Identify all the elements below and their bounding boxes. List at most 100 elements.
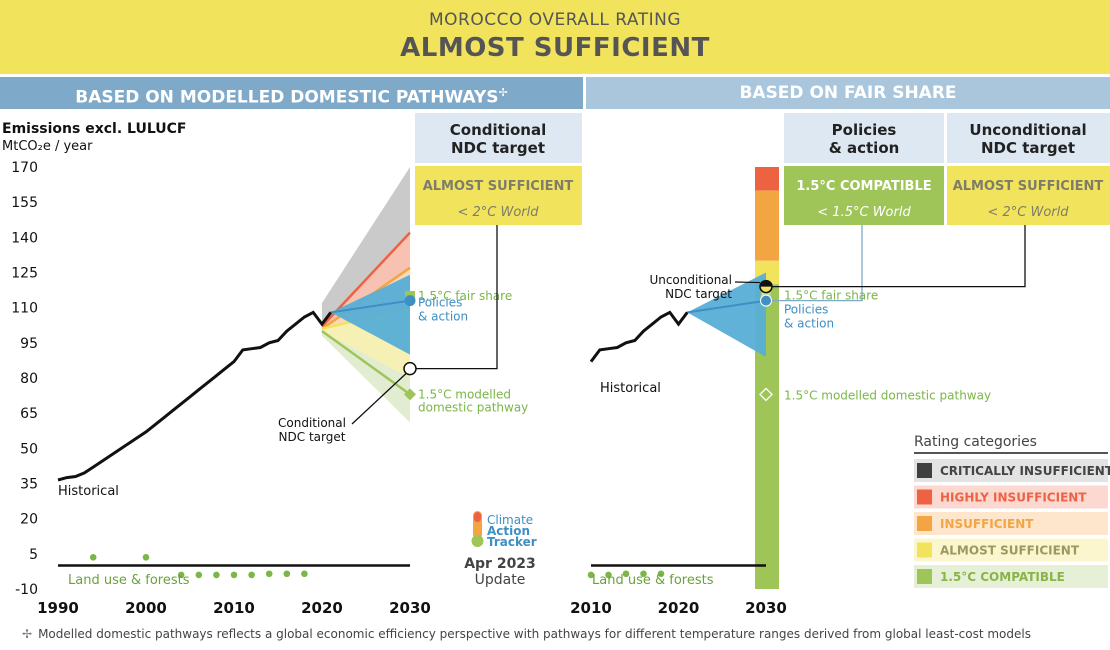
unconditional-ndc-box: Unconditional NDC target ALMOST SUFFICIE…	[947, 113, 1110, 225]
critically-insufficient-band	[322, 167, 410, 327]
footnote-text: Modelled domestic pathways reflects a gl…	[38, 627, 1031, 641]
legend-label: 1.5°C COMPATIBLE	[940, 570, 1065, 584]
overall-rating-banner: MOROCCO OVERALL RATING ALMOST SUFFICIENT	[0, 0, 1110, 74]
conditional-label-connector	[351, 373, 407, 425]
legend-title: Rating categories	[914, 434, 1037, 450]
historical-label: Historical	[600, 381, 661, 396]
historical-label: Historical	[58, 484, 119, 499]
thermometer-bulb-icon	[471, 535, 484, 547]
unconditional-box-world: < 2°C World	[987, 205, 1069, 220]
compatible-band	[322, 331, 410, 423]
fair-share-label: 1.5°C fair share	[418, 289, 512, 303]
conditional-ndc-box: Conditional NDC target ALMOST SUFFICIENT…	[415, 113, 582, 225]
x-tick-label: 2020	[658, 599, 700, 617]
legend-row	[914, 538, 1108, 562]
y-axis-label-1: Emissions excl. LULUCF	[2, 121, 186, 137]
update-label: Update	[475, 572, 526, 588]
policies-box-world: < 1.5°C World	[817, 205, 911, 220]
policies-label-2: & action	[418, 310, 468, 324]
footnote-mark: ✢	[22, 627, 33, 641]
conditional-ndc-label-1: Conditional	[278, 416, 346, 430]
policies-range	[687, 272, 766, 357]
section-header-mark: ✢	[498, 86, 508, 99]
policies-label-2: & action	[784, 317, 834, 331]
land-use-point	[89, 554, 97, 561]
conditional-ndc-marker	[403, 361, 417, 376]
land-use-point	[587, 571, 595, 579]
conditional-box-title-1: Conditional	[450, 121, 546, 139]
x-tick-label: 2010	[213, 599, 255, 617]
land-use-point	[142, 554, 150, 561]
modelled-pathway-label-2: domestic pathway	[418, 400, 528, 414]
conditional-box-rating: ALMOST SUFFICIENT	[423, 179, 574, 194]
legend-swatch	[917, 542, 932, 558]
rating-legend: Rating categories CRITICALLY INSUFFICIEN…	[914, 434, 1110, 588]
legend-row	[914, 459, 1108, 482]
x-tick-label: 2030	[389, 599, 431, 617]
legend-label: HIGHLY INSUFFICIENT	[940, 491, 1087, 505]
policies-range	[330, 274, 410, 355]
x-tick-label: 2030	[745, 599, 787, 617]
logo-line2: Action	[487, 524, 530, 538]
y-tick-label: -10	[15, 582, 38, 598]
unconditional-box-rating: ALMOST SUFFICIENT	[953, 179, 1104, 194]
fair-share-label: 1.5°C fair share	[784, 289, 878, 303]
fair-share-panel: Historical Land use & forests 1.5°C fair s…	[587, 167, 1026, 589]
land-use-point	[248, 571, 255, 579]
x-tick-label: 2020	[301, 599, 343, 617]
y-tick-label: 170	[11, 160, 38, 176]
land-use-point	[622, 570, 630, 578]
policies-box-rating: 1.5°C COMPATIBLE	[796, 179, 931, 194]
unconditional-label-connector	[734, 281, 761, 284]
policies-marker	[760, 294, 772, 307]
modelled-pathway-marker	[759, 387, 773, 402]
land-use-point	[640, 570, 647, 578]
x-tick-label: 2000	[125, 599, 167, 617]
y-tick-label: 50	[20, 441, 38, 457]
land-use-point	[283, 570, 291, 578]
section-header-modelled: BASED ON MODELLED DOMESTIC PATHWAYS✢	[0, 77, 583, 109]
land-use-point	[213, 571, 220, 579]
policies-mid-line	[687, 299, 767, 314]
fair-share-bar-segment	[755, 190, 779, 261]
section-header-fair-share-label: BASED ON FAIR SHARE	[739, 83, 957, 103]
land-use-point	[265, 570, 273, 578]
x-tick-label: 2010	[570, 599, 612, 617]
unconditional-box-title-1: Unconditional	[969, 121, 1086, 139]
conditional-connector	[416, 225, 498, 370]
section-header-fair-share: BASED ON FAIR SHARE	[586, 77, 1110, 109]
y-tick-label: 65	[20, 406, 38, 422]
legend-swatch	[917, 463, 932, 478]
policies-label-1: Policies	[784, 303, 828, 317]
unconditional-connector	[766, 225, 1026, 288]
fair-share-bar-segment	[755, 167, 779, 191]
rating-title: ALMOST SUFFICIENT	[400, 33, 710, 63]
y-tick-label: 155	[11, 195, 38, 211]
land-use-point	[195, 571, 203, 579]
land-use-point	[230, 571, 238, 579]
conditional-box-world: < 2°C World	[457, 205, 539, 220]
legend-swatch	[917, 516, 932, 531]
unconditional-ndc-label-2: NDC target	[665, 287, 732, 301]
logo-line3: Tracker	[487, 535, 537, 549]
update-date: Apr 2023	[464, 556, 536, 572]
policies-connector	[766, 225, 863, 302]
historical-line	[589, 310, 689, 363]
modelled-panel: Historical Land use & forests 1.5°C fair s…	[57, 167, 528, 588]
y-tick-label: 35	[20, 477, 38, 493]
legend-label: ALMOST SUFFICIENT	[940, 544, 1080, 558]
policies-box: Policies & action 1.5°C COMPATIBLE < 1.5…	[784, 113, 944, 225]
y-axis-label-2: MtCO₂e / year	[2, 139, 93, 154]
y-tick-label: 95	[20, 336, 38, 352]
legend-row	[914, 512, 1108, 535]
y-tick-label: 125	[11, 266, 38, 282]
y-tick-label: 140	[11, 230, 38, 246]
logo-line1: Climate	[487, 513, 533, 527]
unconditional-ndc-marker-top	[760, 280, 772, 287]
policies-mid-line	[330, 299, 411, 314]
y-tick-label: 5	[29, 547, 38, 563]
cat-logo: Climate Action Tracker Apr 2023 Update	[464, 511, 537, 588]
modelled-pathway-label-1: 1.5°C modelled	[418, 387, 511, 401]
